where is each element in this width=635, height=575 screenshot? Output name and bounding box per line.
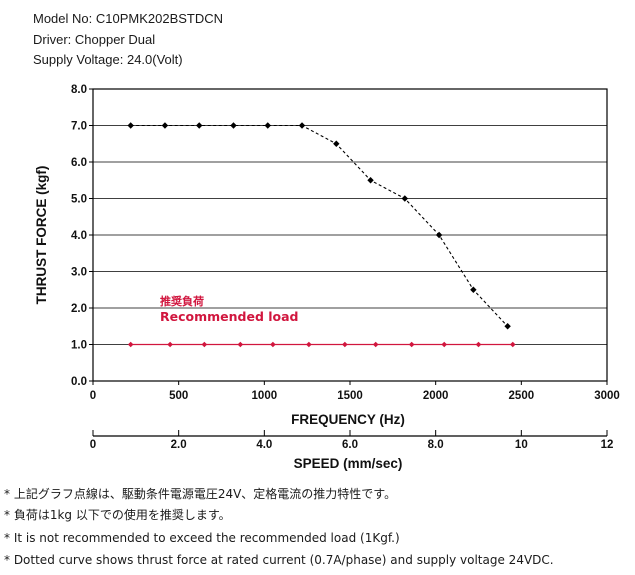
y-tick-label: 5.0: [71, 194, 87, 206]
x2-tick-label: 6.0: [342, 439, 358, 451]
x2-tick-label: 4.0: [256, 439, 272, 451]
y-tick-label: 3.0: [71, 267, 87, 279]
thrust-data-point: [161, 122, 169, 129]
thrust-data-point: [298, 122, 306, 129]
y-tick-label: 4.0: [71, 230, 87, 242]
x2-tick-label: 10: [515, 439, 528, 451]
x-tick-label: 0: [90, 390, 96, 402]
y-tick-label: 0.0: [71, 376, 87, 388]
driver-info: Driver: Chopper Dual: [33, 32, 156, 47]
axes: 0.0 1.0 2.0 3.0 4.0 5.0 6.0 7.0 8.0 0 500 1000 1500 2…: [71, 84, 620, 451]
y-tick-label: 2.0: [71, 303, 87, 315]
thrust-data-point: [401, 195, 409, 202]
x-tick-label: 2500: [509, 390, 535, 402]
recommended-load-point: [342, 341, 348, 348]
y-tick-label: 8.0: [71, 84, 87, 96]
note-en-1: * It is not recommended to exceed the re…: [4, 531, 400, 545]
note-jp-1: * 上記グラフ点線は、駆動条件電源電圧24V、定格電流の推力特性です。: [4, 487, 397, 501]
recommended-load-point: [237, 341, 244, 348]
y-tick-label: 6.0: [71, 157, 87, 169]
recommended-load-point: [441, 341, 448, 348]
y-tick-label: 7.0: [71, 121, 87, 133]
recommended-load-label-en: Recommended load: [160, 309, 299, 324]
series-layer: [127, 122, 516, 348]
x-tick-label: 1000: [252, 390, 278, 402]
x-tick-label: 500: [169, 390, 188, 402]
y-axis-title: THRUST FORCE (kgf): [34, 166, 49, 305]
thrust-data-point: [127, 122, 134, 129]
recommended-load-label-jp: 推奨負荷: [160, 294, 204, 308]
thrust-data-point: [504, 323, 511, 330]
thrust-data-point: [470, 286, 477, 293]
thrust-data-point: [264, 122, 271, 129]
recommended-load-point: [475, 341, 482, 348]
y-tick-label: 1.0: [71, 340, 87, 352]
note-jp-2: * 負荷は1kg 以下での使用を推奨します。: [4, 508, 231, 522]
x2-axis-title: SPEED (mm/sec): [294, 456, 403, 471]
thrust-curve-line: [130, 124, 509, 327]
model-number: Model No: C10PMK202BSTDCN: [33, 11, 224, 26]
recommended-load-point: [270, 341, 276, 348]
thrust-data-point: [230, 122, 237, 129]
x2-tick-label: 0: [90, 439, 96, 451]
x2-tick-label: 2.0: [171, 439, 187, 451]
x-axis-title: FREQUENCY (Hz): [291, 412, 405, 427]
recommended-load-point: [127, 341, 134, 348]
x-tick-label: 3000: [594, 390, 620, 402]
recommended-load-point: [201, 341, 208, 348]
recommended-load-point: [372, 341, 379, 348]
thrust-data-point: [435, 231, 443, 239]
recommended-load-point: [167, 341, 173, 348]
x2-tick-label: 12: [601, 439, 614, 451]
recommended-load-point: [306, 341, 312, 348]
x-tick-label: 2000: [423, 390, 449, 402]
thrust-data-point: [367, 177, 374, 184]
note-en-2: * Dotted curve shows thrust force at rat…: [4, 553, 554, 567]
supply-voltage: Supply Voltage: 24.0(Volt): [33, 52, 183, 67]
recommended-load-point: [509, 341, 516, 348]
recommended-load-point: [408, 341, 415, 348]
x2-tick-label: 8.0: [428, 439, 444, 451]
thrust-data-point: [333, 140, 340, 147]
x-tick-label: 1500: [337, 390, 363, 402]
thrust-force-chart: 0.0 1.0 2.0 3.0 4.0 5.0 6.0 7.0 8.0 0 500 1000 1500 2…: [34, 84, 620, 471]
thrust-data-point: [196, 122, 203, 129]
